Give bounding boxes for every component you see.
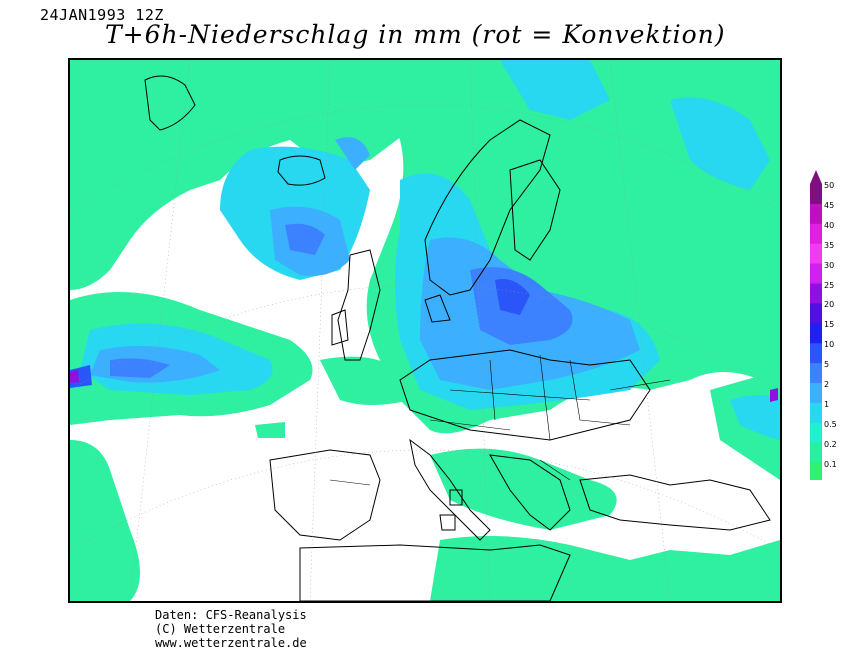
- legend-swatch: [810, 363, 822, 384]
- legend-colorbar: [810, 170, 822, 480]
- graticule: [70, 60, 780, 601]
- legend-swatch: [810, 402, 822, 424]
- legend-swatch: [810, 283, 822, 304]
- legend-swatch: [810, 422, 822, 444]
- legend-swatch: [810, 243, 822, 265]
- legend-label: 0.5: [824, 419, 837, 429]
- legend-label: 0.2: [824, 439, 837, 449]
- legend-label: 10: [824, 340, 835, 350]
- legend-swatch: [810, 263, 822, 284]
- run-date: 24JAN1993 12Z: [40, 6, 164, 24]
- credits: Daten: CFS-Reanalysis (C) Wetterzentrale…: [155, 608, 307, 650]
- legend-label: 2: [824, 380, 830, 389]
- legend-swatch: [810, 184, 822, 205]
- legend-swatch: [810, 343, 822, 364]
- legend-label: 30: [824, 260, 835, 270]
- map-canvas: [70, 60, 780, 601]
- legend-label: 40: [824, 220, 835, 230]
- legend-swatch: [810, 383, 822, 404]
- legend-label: 50: [824, 181, 835, 190]
- legend-label: 45: [824, 200, 835, 210]
- legend-label: 5: [824, 360, 830, 370]
- website-link[interactable]: www.wetterzentrale.de: [155, 636, 307, 650]
- legend-swatch: [810, 223, 822, 245]
- legend-label: 25: [824, 280, 835, 290]
- coastlines: [144, 75, 771, 601]
- legend-label: 15: [824, 320, 835, 330]
- legend-swatch: [810, 303, 822, 324]
- legend-swatch: [810, 323, 822, 344]
- legend-swatch: [810, 203, 822, 225]
- copyright: (C) Wetterzentrale: [155, 622, 286, 636]
- legend-label: 35: [824, 240, 835, 250]
- legend-label: 0.1: [824, 459, 837, 469]
- legend-swatch: [810, 442, 822, 464]
- legend-label: 1: [824, 399, 830, 409]
- data-source: Daten: CFS-Reanalysis: [155, 608, 307, 622]
- legend-top-arrow: [810, 170, 822, 184]
- legend-bottom-arrow: [810, 468, 822, 480]
- precip-intense-cores: [70, 370, 778, 402]
- precipitation-map: [68, 58, 782, 603]
- legend-label: 20: [824, 300, 835, 310]
- precip-legend: 50 45 40 35 30 25 20 15 10 5 2 1 0.5 0.2 0.1: [808, 170, 848, 480]
- country-borders: [329, 354, 671, 486]
- map-title: T+6h-Niederschlag in mm (rot = Konvektio…: [105, 20, 726, 49]
